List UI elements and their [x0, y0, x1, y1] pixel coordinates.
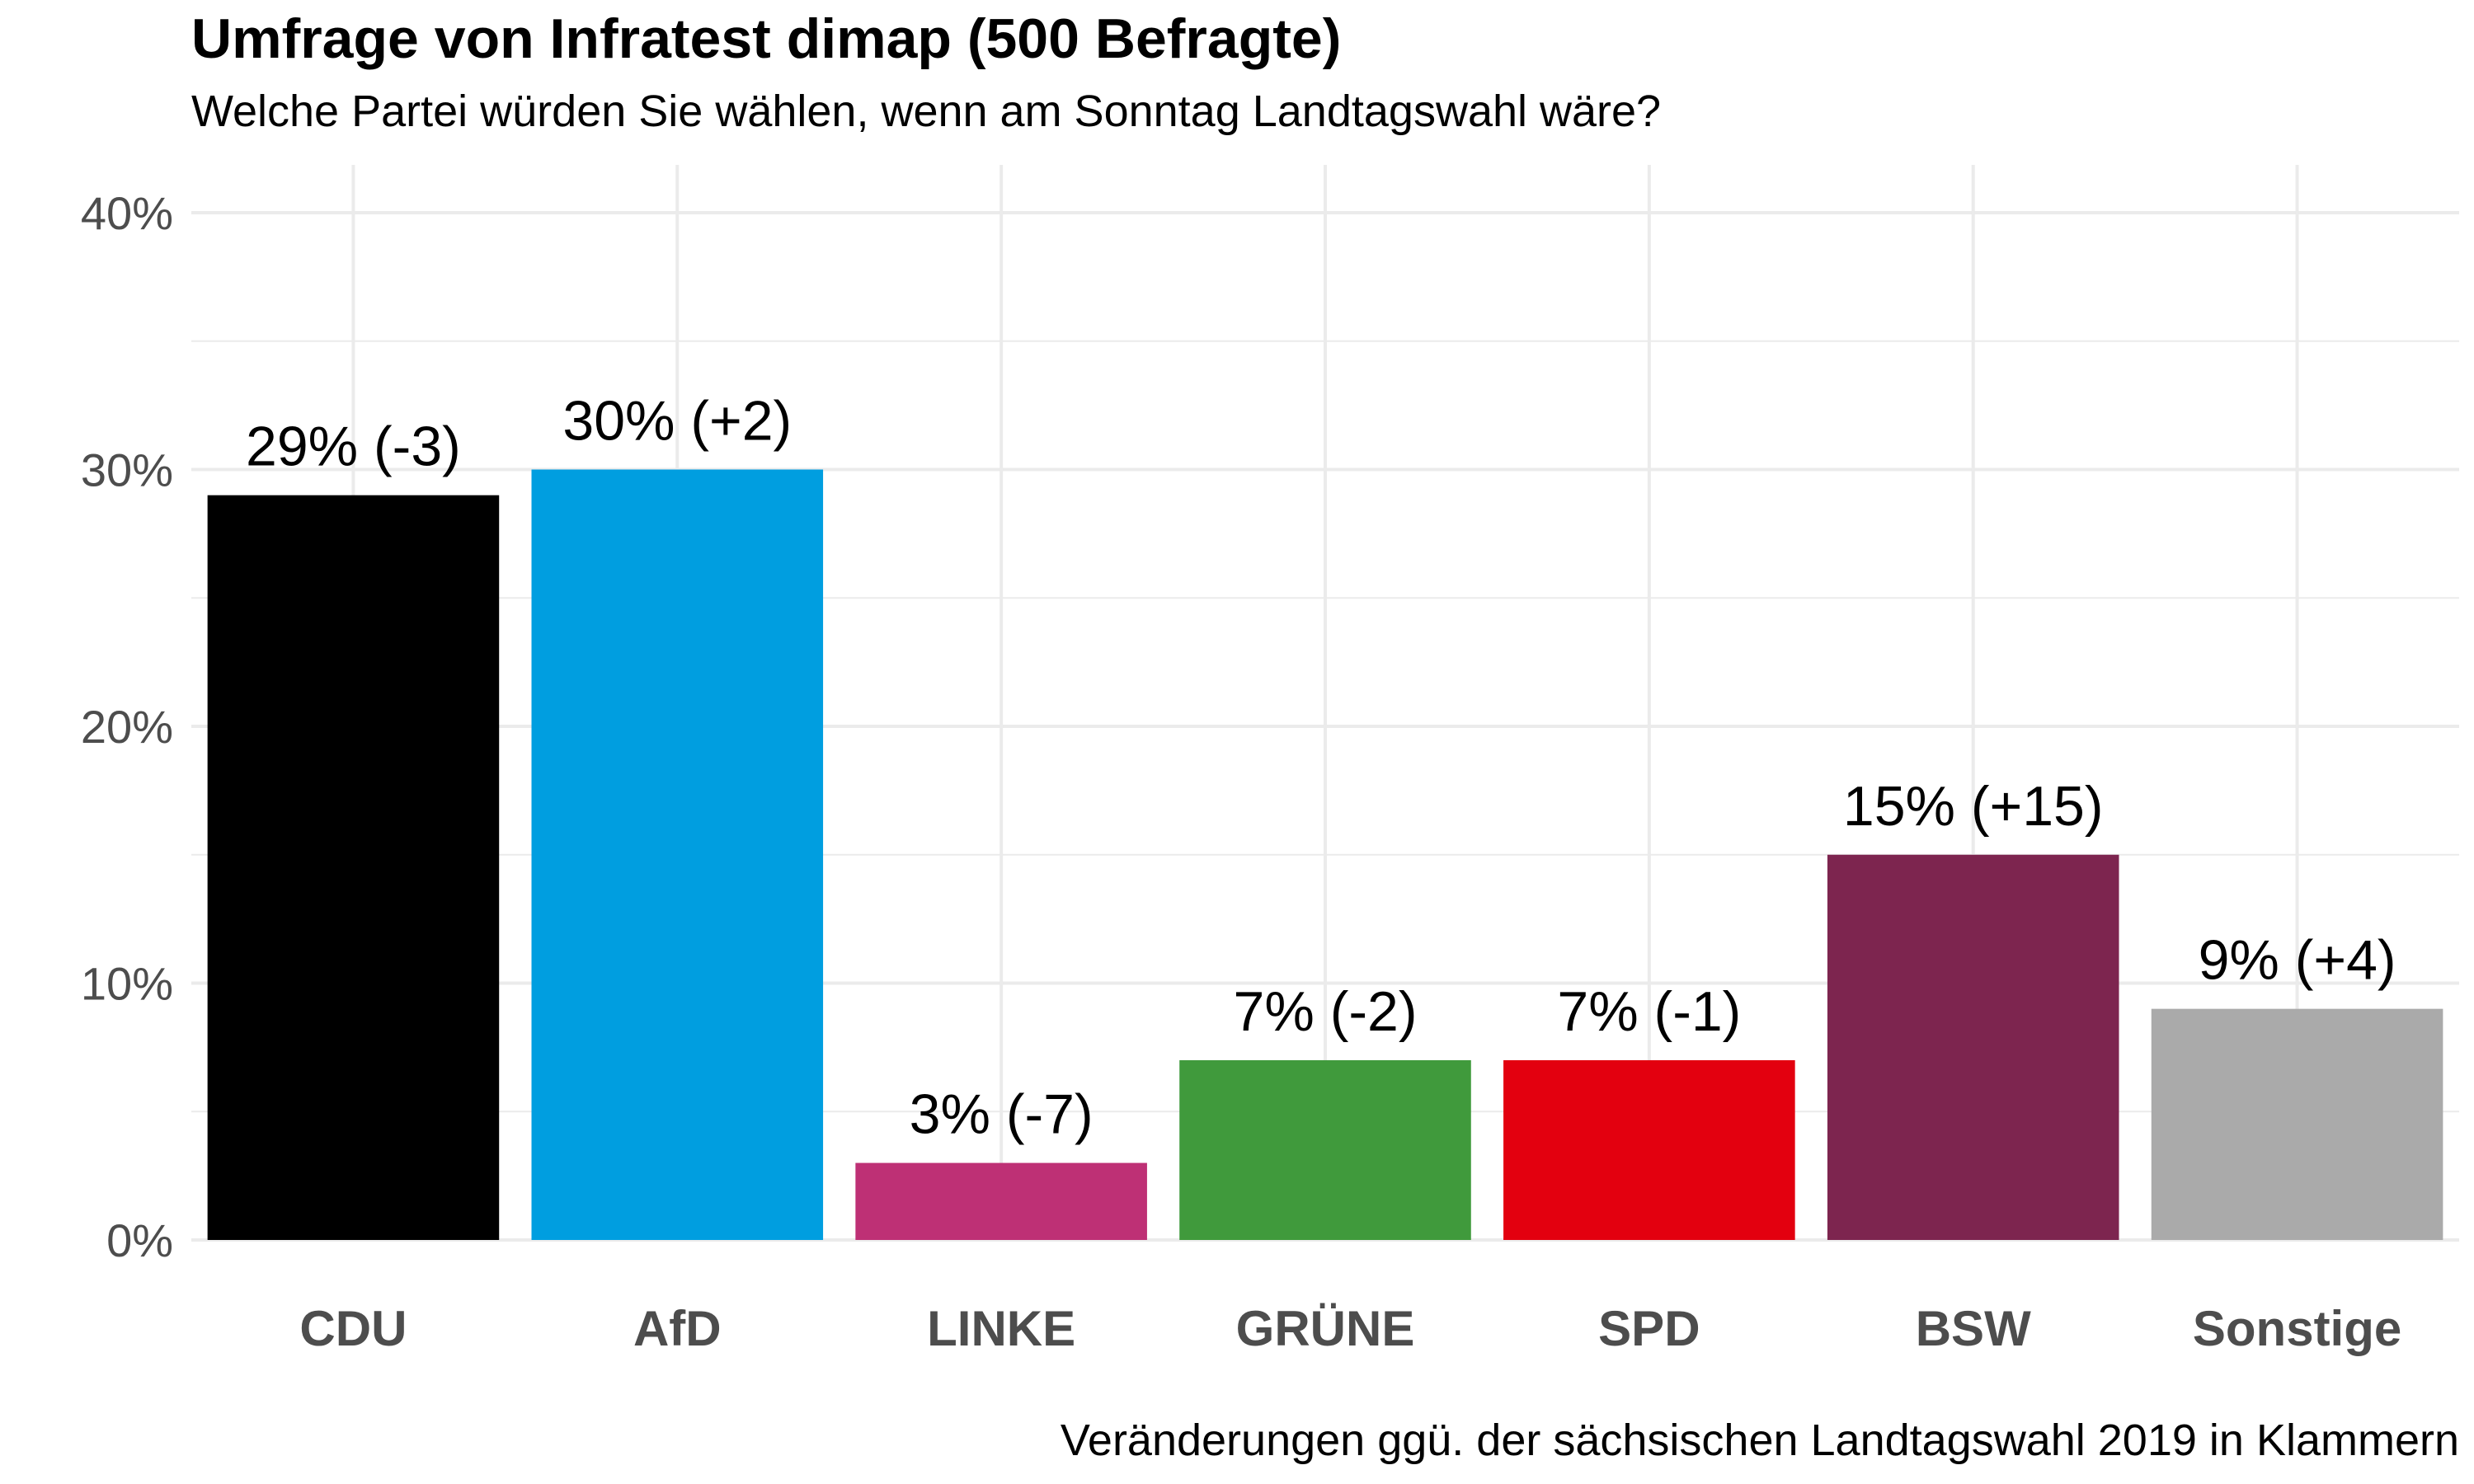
- x-tick-label: BSW: [1916, 1301, 2031, 1356]
- bar-value-label: 3% (-7): [910, 1083, 1094, 1146]
- chart-caption: Veränderungen ggü. der sächsischen Landt…: [1060, 1416, 2459, 1465]
- y-tick-label: 30%: [81, 444, 173, 496]
- bar-afd: [531, 469, 824, 1240]
- y-axis-tick-labels: 0% 10% 20% 30% 40%: [81, 187, 173, 1266]
- bar-value-label: 30% (+2): [562, 390, 792, 453]
- x-tick-label: Sonstige: [2193, 1301, 2401, 1356]
- y-tick-label: 0%: [106, 1214, 173, 1266]
- x-tick-label: LINKE: [927, 1301, 1075, 1356]
- y-tick-label: 40%: [81, 187, 173, 239]
- bar-value-label: 9% (+4): [2199, 929, 2396, 992]
- bar-linke: [855, 1162, 1147, 1240]
- y-tick-label: 10%: [81, 958, 173, 1010]
- bar-spd: [1503, 1059, 1795, 1240]
- x-tick-label: SPD: [1598, 1301, 1700, 1356]
- y-tick-label: 20%: [81, 701, 173, 753]
- bar-grüne: [1179, 1059, 1471, 1240]
- bar-value-labels: 29% (-3) 30% (+2) 3% (-7) 7% (-2) 7% (-1) 15%…: [246, 390, 2396, 1146]
- chart-title: Umfrage von Infratest dimap (500 Befragt…: [191, 7, 1342, 70]
- bar-sonstige: [2151, 1008, 2443, 1240]
- bars: [207, 469, 2443, 1240]
- x-axis-tick-labels: CDU AfD LINKE GRÜNE SPD BSW Sonstige: [299, 1301, 2401, 1356]
- bar-bsw: [1827, 854, 2119, 1240]
- bar-value-label: 29% (-3): [246, 416, 461, 478]
- bar-value-label: 7% (-2): [1234, 980, 1418, 1043]
- bar-cdu: [207, 495, 500, 1240]
- x-tick-label: GRÜNE: [1236, 1301, 1415, 1356]
- bar-value-label: 7% (-1): [1557, 980, 1741, 1043]
- x-tick-label: CDU: [299, 1301, 407, 1356]
- x-tick-label: AfD: [633, 1301, 722, 1356]
- bar-value-label: 15% (+15): [1843, 775, 2104, 838]
- chart-subtitle: Welche Partei würden Sie wählen, wenn am…: [191, 87, 1662, 136]
